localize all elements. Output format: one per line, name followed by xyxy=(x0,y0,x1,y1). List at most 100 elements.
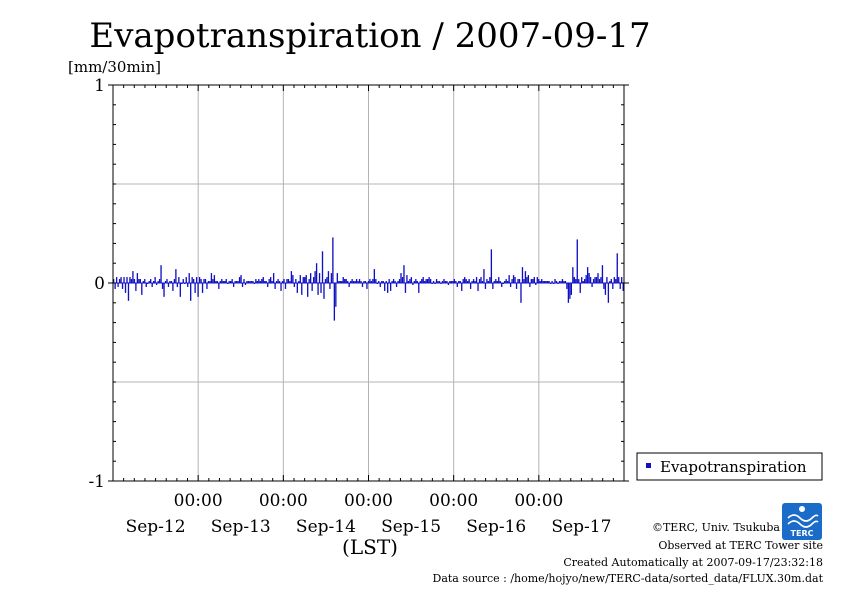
bar xyxy=(209,281,211,283)
bar xyxy=(272,273,275,283)
bar xyxy=(247,281,250,283)
bar xyxy=(428,277,430,283)
bar xyxy=(170,281,173,283)
bar xyxy=(418,283,420,293)
bar xyxy=(132,271,134,283)
bar xyxy=(545,281,547,283)
bar xyxy=(400,273,402,283)
bar xyxy=(438,281,441,283)
bar xyxy=(594,277,596,283)
bar xyxy=(144,279,146,283)
bar xyxy=(292,275,294,283)
bar xyxy=(437,281,439,283)
bar xyxy=(348,283,350,287)
y-tick-label: 1 xyxy=(94,76,105,96)
bar xyxy=(228,281,230,283)
bar xyxy=(546,281,549,283)
bar xyxy=(397,281,399,283)
bar xyxy=(366,283,368,289)
bar xyxy=(569,283,571,299)
bar xyxy=(514,277,516,283)
bar xyxy=(481,281,484,283)
x-tick-time: 00:00 xyxy=(174,491,223,511)
bar xyxy=(267,283,269,287)
bar xyxy=(286,279,288,283)
bar xyxy=(388,279,390,283)
bar xyxy=(361,283,364,287)
bar xyxy=(235,281,238,283)
bar xyxy=(138,279,140,283)
bar xyxy=(461,283,463,291)
bar xyxy=(198,277,201,283)
bar xyxy=(234,281,236,283)
bar xyxy=(124,283,127,293)
bar xyxy=(246,281,248,283)
bar xyxy=(357,281,359,283)
bar xyxy=(333,283,336,321)
bar xyxy=(529,283,531,287)
bar xyxy=(307,283,309,297)
bar xyxy=(591,283,593,287)
bar xyxy=(404,283,407,293)
bar xyxy=(169,281,171,283)
bar xyxy=(250,281,253,283)
bar xyxy=(441,281,444,283)
bar xyxy=(566,283,568,289)
bar xyxy=(330,273,333,283)
bar xyxy=(415,279,417,283)
bar xyxy=(453,279,455,283)
bar xyxy=(518,279,521,283)
bar xyxy=(469,283,472,289)
bar xyxy=(558,281,561,283)
bar xyxy=(496,281,498,283)
bar xyxy=(495,279,497,283)
bar xyxy=(280,283,282,291)
y-axis-ticks: 1 0 -1 xyxy=(88,76,629,492)
bar xyxy=(389,283,392,291)
bar xyxy=(155,283,158,285)
bar xyxy=(435,279,438,283)
bar xyxy=(395,283,398,287)
bar xyxy=(215,281,217,283)
bar xyxy=(498,277,500,283)
bar xyxy=(589,277,592,283)
bar xyxy=(493,281,495,283)
bar xyxy=(447,283,450,285)
bar xyxy=(612,283,614,289)
bar xyxy=(604,283,607,295)
y-tick-label: -1 xyxy=(88,472,105,492)
bar xyxy=(409,279,411,283)
bar xyxy=(506,281,509,283)
bar xyxy=(483,269,485,283)
bar xyxy=(341,281,343,283)
bar xyxy=(603,283,605,289)
bar xyxy=(120,277,122,283)
chart-title: Evapotranspiration / 2007-09-17 xyxy=(89,16,650,56)
bar xyxy=(419,281,421,283)
bar xyxy=(527,275,530,283)
x-tick-date: Sep-12 xyxy=(126,517,186,537)
bar xyxy=(278,281,281,283)
bar xyxy=(607,283,610,303)
bar xyxy=(154,277,156,283)
bar xyxy=(618,277,620,283)
bar xyxy=(600,277,602,283)
bar xyxy=(515,283,518,289)
bar xyxy=(511,279,513,283)
x-tick-date: Sep-14 xyxy=(296,517,356,537)
bar xyxy=(115,277,118,283)
bar xyxy=(530,279,533,283)
bar xyxy=(222,281,224,283)
bar xyxy=(145,283,147,287)
bar xyxy=(509,283,512,287)
bar xyxy=(264,281,266,283)
bar xyxy=(432,281,435,283)
bar xyxy=(501,283,503,287)
bar xyxy=(349,281,352,283)
bar xyxy=(372,279,374,283)
terc-logo: TERC xyxy=(782,503,822,540)
bar xyxy=(410,277,413,283)
bar xyxy=(358,279,361,283)
bar xyxy=(542,281,544,283)
bar xyxy=(465,279,467,283)
